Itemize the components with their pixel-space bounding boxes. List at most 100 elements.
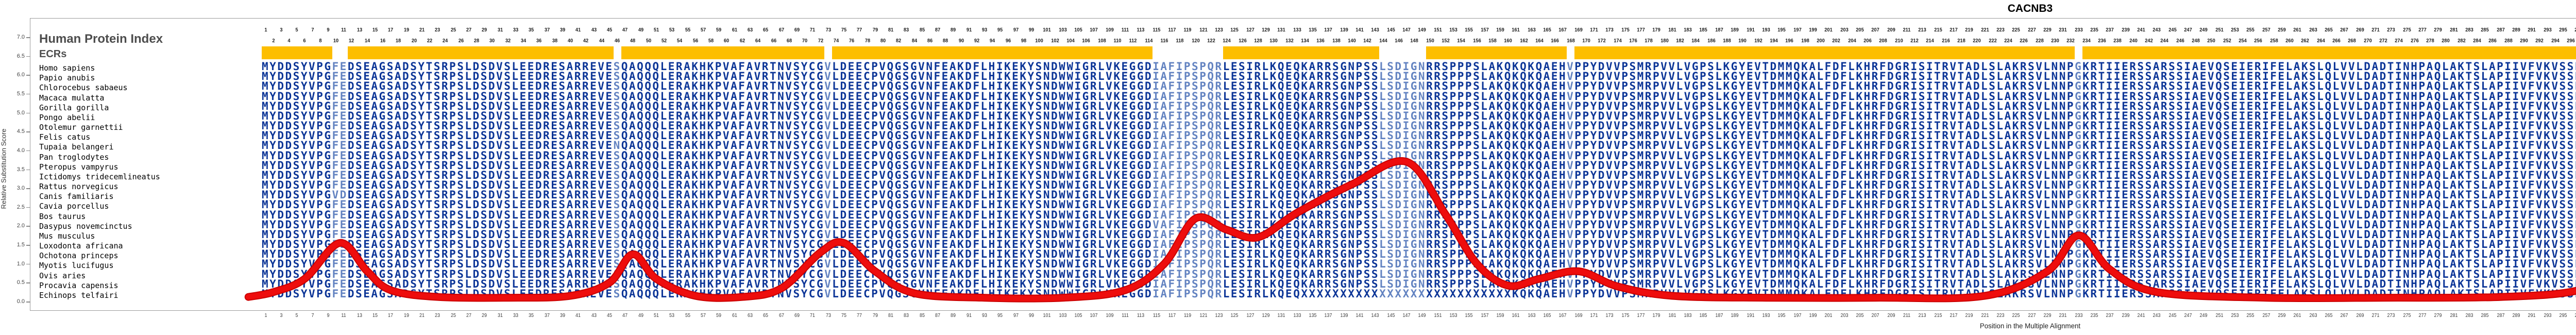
column-number: 256	[2254, 38, 2263, 44]
column-number: 215	[1934, 27, 1942, 33]
residue-run: V	[824, 90, 833, 103]
column-number: 34	[520, 38, 527, 44]
residue-run: V	[1567, 70, 1575, 83]
residue-run: S	[613, 287, 621, 300]
column-number: 124	[1223, 38, 1231, 44]
x-tick-label: 251	[2215, 312, 2224, 319]
column-number: 157	[1481, 27, 1489, 33]
residue-run: FE	[332, 109, 348, 122]
column-number: 123	[1215, 27, 1223, 33]
column-number: 226	[2020, 38, 2028, 44]
species-label: Chlorocebus sabaeus	[39, 83, 128, 93]
column-number: 127	[1246, 27, 1255, 33]
column-number: 88	[943, 38, 948, 44]
x-tick-label: 269	[2356, 312, 2364, 319]
column-number: 119	[1183, 27, 1192, 33]
sequence-row: MYDDSYVPGFEDSEAGSADSYTSRPSLDSDVSLEEDRESA…	[262, 140, 2576, 151]
residue-run: PPYDVVPSMRPVVLVGPSLKGYEVTDMMQKALFDFLKHRF…	[1574, 99, 2075, 112]
residue-run: LSDIGN	[1379, 90, 1427, 103]
y-tick-label: 3.5	[16, 166, 25, 173]
x-tick-label: 209	[1887, 312, 1895, 319]
x-tick-label: 129	[1262, 312, 1270, 319]
residue-run: DSEAGSADSYTSRPSLDSDVSLEEDRESARREVE	[347, 139, 614, 152]
residue-run: LDEECPVQGSGVNFEAKDFLHIKEKYSNDWWIGRLVKEGG…	[832, 109, 1153, 122]
x-tick-label: 131	[1277, 312, 1285, 319]
x-tick-label: 43	[591, 312, 597, 319]
y-tick-mark	[26, 169, 30, 171]
column-number: 272	[2379, 38, 2387, 44]
x-tick-label: 143	[1371, 312, 1379, 319]
residue-run: V	[1567, 80, 1575, 93]
column-number: 180	[1660, 38, 1669, 44]
x-tick-label: 67	[778, 312, 784, 319]
residue-run: FE	[332, 287, 348, 300]
column-number: 210	[1894, 38, 1903, 44]
x-tick-label: 9	[327, 312, 330, 319]
column-number: 43	[591, 27, 597, 33]
column-number: 53	[669, 27, 675, 33]
residue-run: KRTIIERSSARSSIAEVQSEIERIFELAKSLQLVVLDADT…	[2082, 109, 2576, 122]
column-number: 97	[1013, 27, 1019, 33]
y-tick-mark	[26, 282, 30, 283]
column-number: 243	[2153, 27, 2161, 33]
y-tick-mark	[26, 226, 30, 227]
x-tick-label: 95	[997, 312, 1003, 319]
residue-run: G	[2075, 109, 2083, 122]
column-number: 5	[295, 27, 298, 33]
x-tick-label: 35	[529, 312, 534, 319]
residue-run: MYDDSYVPG	[262, 129, 332, 142]
column-number: 261	[2293, 27, 2301, 33]
column-number: 220	[1973, 38, 1981, 44]
residue-run: LDEECPVQGSGVNFEAKDFLHIKEKYSNDWWIGRLVKEGG…	[832, 99, 1153, 112]
x-tick-label: 5	[295, 312, 298, 319]
column-number: 87	[935, 27, 941, 33]
x-tick-label: 293	[2544, 312, 2552, 319]
column-number: 282	[2458, 38, 2466, 44]
column-number: 214	[1926, 38, 1935, 44]
residue-run: IAFIPSPQR	[1153, 139, 1223, 152]
column-number: 166	[1551, 38, 1560, 44]
species-label: Homo sapiens	[39, 63, 95, 73]
residue-run: RRSPPPSLAKQKQKQAEH	[1426, 109, 1567, 122]
x-tick-label: 181	[1668, 312, 1676, 319]
y-axis-title: Relative Substitution Score	[0, 128, 8, 209]
y-tick-label: 7.0	[16, 34, 25, 41]
y-tick-label: 4.0	[16, 147, 25, 154]
x-tick-label: 271	[2371, 312, 2380, 319]
x-tick-label: 117	[1168, 312, 1176, 319]
x-tick-label: 171	[1590, 312, 1598, 319]
y-tick-label: 6.0	[16, 72, 25, 78]
x-tick-label: 297	[2575, 312, 2576, 319]
residue-run: DSEAGSADSYTSRPSLDSDVSLEEDRESARREVE	[347, 129, 614, 142]
x-tick-label: 253	[2231, 312, 2239, 319]
residue-run: MYDDSYVPG	[262, 99, 332, 112]
column-number: 71	[810, 27, 816, 33]
residue-run: LESIRLKQEQKARRSGNPSS	[1223, 109, 1380, 122]
column-number: 275	[2402, 27, 2411, 33]
residue-run: DSEAGSADSYTSRPSLDSDVSLEEDRESARREVE	[347, 287, 614, 300]
column-number: 113	[1137, 27, 1145, 33]
y-tick-label: 2.0	[16, 223, 25, 229]
x-tick-label: 111	[1122, 312, 1129, 319]
column-number: 225	[2012, 27, 2020, 33]
column-number: 284	[2473, 38, 2481, 44]
residue-run: S	[613, 129, 621, 142]
x-tick-label: 241	[2137, 312, 2145, 319]
residue-run: V	[824, 70, 833, 83]
column-number: 6	[303, 38, 306, 44]
column-number: 103	[1059, 27, 1067, 33]
column-number: 191	[1746, 27, 1755, 33]
column-number: 138	[1332, 38, 1341, 44]
residue-run: V	[824, 129, 833, 142]
column-number: 292	[2535, 38, 2544, 44]
x-tick-label: 211	[1903, 312, 1910, 319]
column-number: 131	[1277, 27, 1286, 33]
column-number: 249	[2199, 27, 2208, 33]
x-tick-label: 227	[2028, 312, 2036, 319]
x-tick-label: 279	[2434, 312, 2442, 319]
x-tick-label: 225	[2012, 312, 2020, 319]
column-number: 156	[1472, 38, 1481, 44]
column-number: 13	[357, 27, 362, 33]
column-number: 198	[1801, 38, 1809, 44]
column-number: 15	[372, 27, 378, 33]
